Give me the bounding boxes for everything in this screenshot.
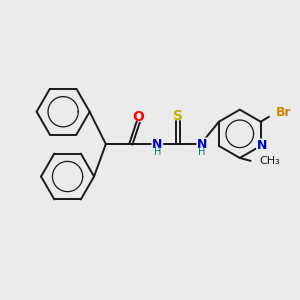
Text: CH₃: CH₃ xyxy=(260,156,280,166)
Text: S: S xyxy=(173,109,183,123)
Text: H: H xyxy=(198,147,206,158)
Text: N: N xyxy=(257,140,267,152)
Text: N: N xyxy=(197,138,207,151)
Text: H: H xyxy=(154,147,161,158)
Text: Br: Br xyxy=(275,106,291,119)
Text: O: O xyxy=(132,110,144,124)
Text: N: N xyxy=(152,138,163,151)
